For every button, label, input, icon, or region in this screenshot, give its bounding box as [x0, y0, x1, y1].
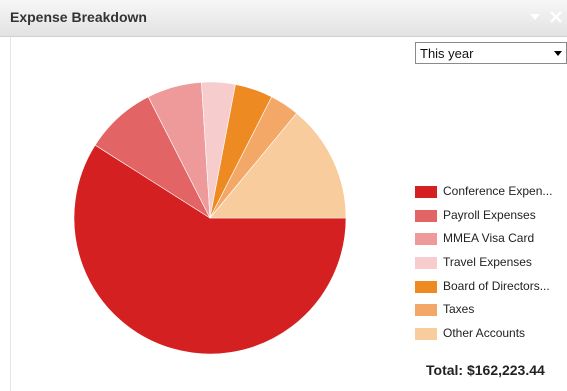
legend-swatch [415, 280, 437, 293]
legend-item[interactable]: Board of Directors... [415, 278, 567, 302]
chevron-down-icon[interactable] [527, 9, 543, 25]
legend-label: Travel Expenses [443, 255, 532, 270]
legend-label: Board of Directors... [443, 278, 550, 293]
legend-swatch [415, 186, 437, 198]
pie-slice-1[interactable] [73, 144, 347, 355]
period-select-value: This year [420, 46, 474, 61]
legend-swatch [415, 304, 437, 317]
widget-title: Expense Breakdown [10, 9, 147, 25]
legend-swatch [415, 233, 437, 246]
legend-item[interactable]: Payroll Expenses [415, 207, 567, 231]
legend-label: MMEA Visa Card [443, 231, 535, 246]
widget-header: Expense Breakdown [0, 0, 567, 37]
widget-body [10, 37, 567, 391]
legend-swatch [415, 209, 437, 222]
legend-label: Conference Expen... [443, 184, 553, 198]
expense-pie-chart [73, 81, 347, 355]
legend-item[interactable]: MMEA Visa Card [415, 230, 567, 254]
legend-item[interactable]: Other Accounts [415, 325, 567, 349]
legend-swatch [415, 257, 437, 270]
legend-item[interactable]: Taxes [415, 301, 567, 325]
caret-down-icon[interactable] [554, 51, 562, 56]
legend-label: Taxes [443, 302, 475, 317]
legend-swatch [415, 328, 437, 341]
legend-item[interactable]: Conference Expen... [415, 183, 567, 207]
period-select[interactable]: This year [415, 42, 567, 64]
total-amount: Total: $162,223.44 [426, 362, 545, 378]
close-icon[interactable] [548, 9, 564, 25]
pie-slice-7[interactable] [209, 112, 347, 219]
legend-label: Other Accounts [443, 326, 526, 341]
chart-legend: Conference Expen... Payroll Expenses MMEA … [415, 183, 567, 349]
legend-label: Payroll Expenses [443, 207, 536, 222]
legend-item[interactable]: Travel Expenses [415, 254, 567, 278]
